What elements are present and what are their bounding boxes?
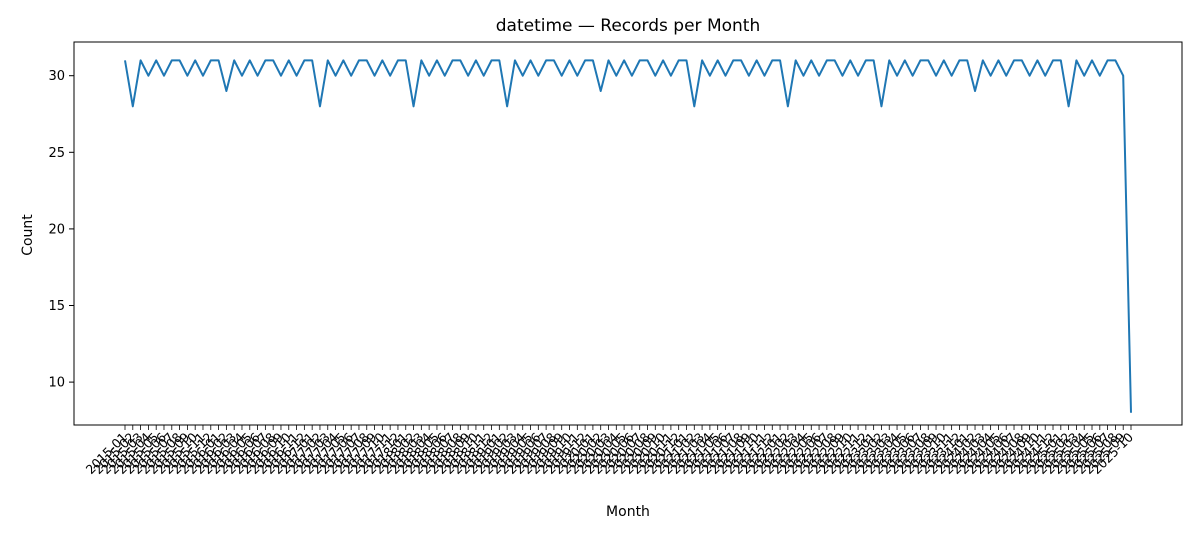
y-tick-label: 25 xyxy=(48,146,65,161)
y-tick-label: 20 xyxy=(48,222,65,237)
series-line xyxy=(124,59,1132,413)
y-tick-label: 30 xyxy=(48,69,65,84)
chart-title: datetime — Records per Month xyxy=(496,16,760,36)
y-axis-label: Count xyxy=(20,214,36,256)
plot-frame xyxy=(73,41,1183,426)
x-axis: 2015-012015-022015-032015-042015-052015-… xyxy=(83,425,1136,477)
y-tick-label: 15 xyxy=(48,299,65,314)
x-axis-label: Month xyxy=(606,504,650,520)
y-axis: 10 15 20 25 30 xyxy=(48,69,74,391)
y-tick-label: 10 xyxy=(48,376,65,391)
